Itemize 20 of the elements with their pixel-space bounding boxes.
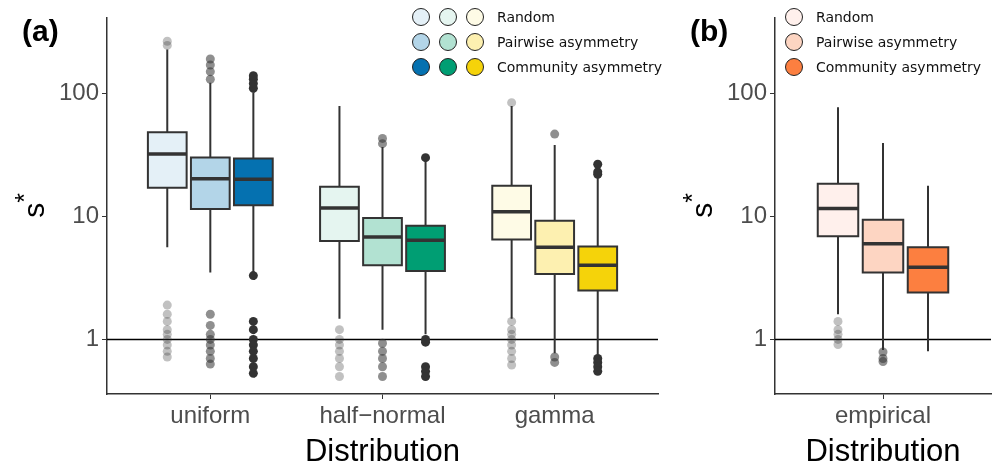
y-tick-label: 100: [58, 77, 99, 105]
y-tick-label: 10: [72, 200, 99, 228]
x-axis-title: Distribution: [805, 432, 961, 468]
legend-label: Random: [816, 8, 874, 25]
x-tick-label: uniform: [170, 401, 251, 429]
x-tick-label: empirical: [834, 401, 932, 429]
legend-label: Community asymmetry: [497, 58, 663, 75]
legend-label: Pairwise asymmetry: [816, 33, 958, 50]
x-tick-label: half−normal: [319, 401, 446, 429]
legend-label: Community asymmetry: [816, 58, 982, 75]
x-tick-label: gamma: [514, 401, 596, 429]
x-axis-title: Distribution: [304, 432, 461, 468]
chart-title: (b): [690, 14, 729, 48]
y-tick-label: 100: [726, 77, 767, 105]
chart-title: (a): [22, 14, 59, 48]
y-tick-label: 10: [740, 200, 767, 228]
y-tick-label: 1: [753, 324, 767, 352]
y-tick-label: 1: [85, 324, 99, 352]
legend-label: Pairwise asymmetry: [497, 33, 639, 50]
legend-label: Random: [497, 8, 555, 25]
